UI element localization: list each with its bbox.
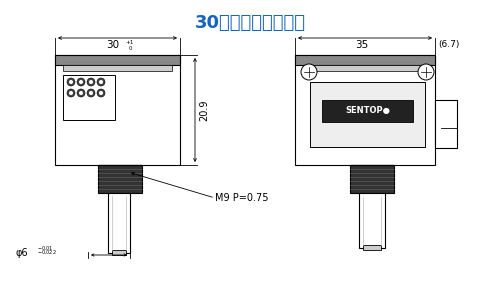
Text: $^{-0.01}_{-0.022}$: $^{-0.01}_{-0.022}$: [37, 244, 56, 258]
Text: φ6: φ6: [15, 248, 28, 258]
Text: 20.9: 20.9: [199, 99, 209, 121]
Bar: [435, 100, 457, 148]
Bar: [98, 165, 142, 193]
Circle shape: [87, 89, 95, 97]
Bar: [310, 82, 425, 147]
Circle shape: [77, 78, 85, 86]
Text: SENTOP●: SENTOP●: [345, 106, 390, 116]
Circle shape: [77, 89, 85, 97]
Bar: [63, 65, 172, 71]
Text: $^{+1}_{\ \ 0}$: $^{+1}_{\ \ 0}$: [125, 38, 134, 53]
Circle shape: [99, 80, 103, 84]
Bar: [112, 250, 126, 255]
Text: 35: 35: [356, 40, 368, 50]
Circle shape: [89, 91, 93, 95]
Circle shape: [418, 64, 434, 80]
Circle shape: [97, 78, 105, 86]
Bar: [350, 165, 394, 193]
Circle shape: [89, 80, 93, 84]
Circle shape: [97, 89, 105, 97]
Circle shape: [79, 80, 83, 84]
Circle shape: [69, 80, 73, 84]
Bar: [55, 55, 180, 65]
Text: 30多圈编码器尺寸图: 30多圈编码器尺寸图: [194, 14, 306, 32]
Bar: [322, 100, 413, 122]
Bar: [108, 193, 130, 253]
Bar: [55, 55, 180, 165]
Bar: [295, 55, 435, 65]
Circle shape: [301, 64, 317, 80]
Text: (6.7): (6.7): [438, 40, 460, 49]
Circle shape: [69, 91, 73, 95]
Bar: [303, 65, 427, 71]
Text: 30: 30: [106, 40, 120, 50]
Bar: [63, 75, 115, 120]
Circle shape: [67, 89, 75, 97]
Circle shape: [67, 78, 75, 86]
Bar: [363, 245, 381, 250]
Text: M9 P=0.75: M9 P=0.75: [215, 193, 268, 203]
Circle shape: [79, 91, 83, 95]
Bar: [295, 55, 435, 165]
Bar: [359, 193, 385, 248]
Circle shape: [87, 78, 95, 86]
Circle shape: [99, 91, 103, 95]
